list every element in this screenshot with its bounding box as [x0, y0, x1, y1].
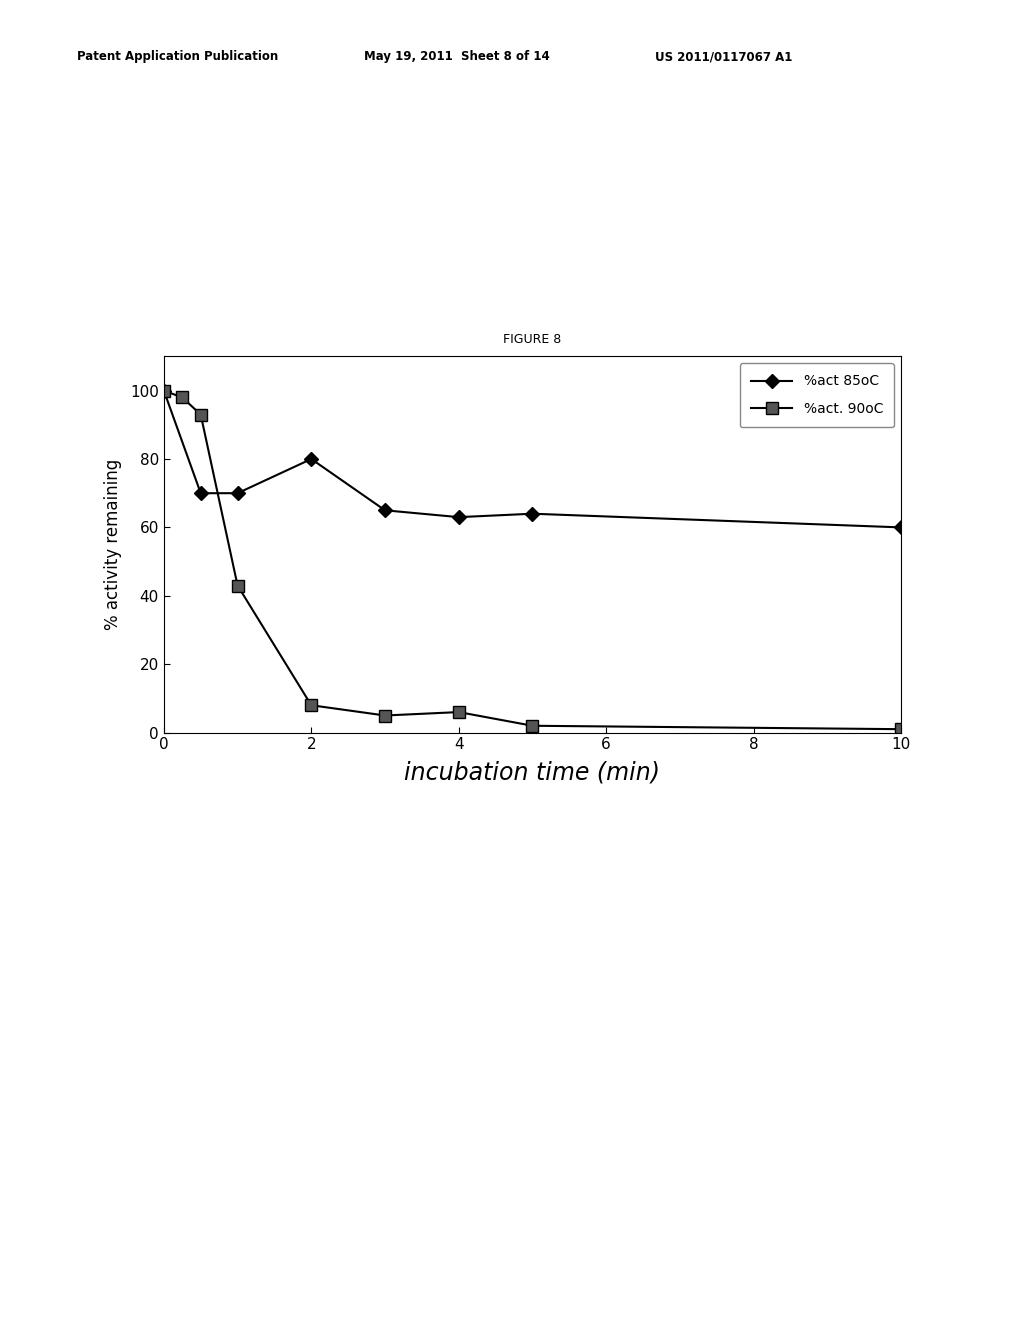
%act. 90oC — [526, 718, 539, 734]
%act 85oC — [526, 506, 539, 521]
%act 85oC — [453, 510, 465, 525]
Y-axis label: % activity remaining: % activity remaining — [103, 459, 122, 630]
Text: US 2011/0117067 A1: US 2011/0117067 A1 — [655, 50, 793, 63]
%act 85oC — [158, 383, 170, 399]
Line: %act. 90oC: %act. 90oC — [159, 385, 906, 735]
Text: May 19, 2011  Sheet 8 of 14: May 19, 2011 Sheet 8 of 14 — [364, 50, 549, 63]
Legend: %act 85oC, %act. 90oC: %act 85oC, %act. 90oC — [739, 363, 894, 428]
%act 85oC — [895, 520, 907, 536]
Title: FIGURE 8: FIGURE 8 — [504, 333, 561, 346]
%act 85oC — [195, 486, 207, 502]
Line: %act 85oC: %act 85oC — [159, 385, 906, 532]
%act. 90oC — [231, 578, 244, 594]
%act 85oC — [305, 451, 317, 467]
%act. 90oC — [176, 389, 188, 405]
%act 85oC — [231, 486, 244, 502]
%act 85oC — [379, 503, 391, 519]
%act. 90oC — [195, 407, 207, 422]
Text: Patent Application Publication: Patent Application Publication — [77, 50, 279, 63]
%act. 90oC — [453, 704, 465, 719]
X-axis label: incubation time (min): incubation time (min) — [404, 760, 660, 785]
%act. 90oC — [379, 708, 391, 723]
%act. 90oC — [305, 697, 317, 713]
%act. 90oC — [158, 383, 170, 399]
%act. 90oC — [895, 721, 907, 737]
